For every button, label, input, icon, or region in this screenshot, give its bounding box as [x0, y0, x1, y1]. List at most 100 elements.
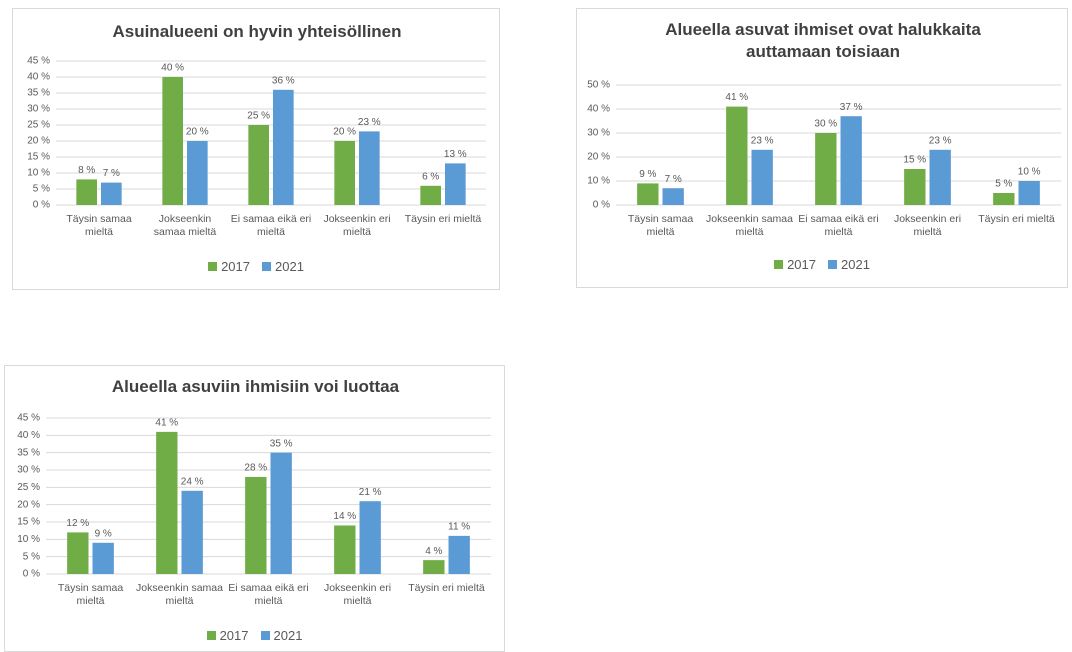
chart-panel: 0 % 5 % 10 % 15 % 20 % 25 % 30 % 35 % 40 % 45 % 12… [4, 365, 505, 652]
bar [67, 532, 89, 574]
y-tick-label: 20 % [587, 152, 610, 163]
data-label: 37 % [840, 102, 863, 113]
y-tick-label: 35 % [27, 88, 50, 99]
y-tick-label: 30 % [587, 128, 610, 139]
data-label: 8 % [78, 165, 95, 176]
y-tick-label: 10 % [587, 176, 610, 187]
x-tick-label: Jokseenkin samaa mieltä [706, 213, 793, 238]
data-label: 23 % [358, 117, 381, 128]
bar [187, 141, 208, 205]
data-label: 9 % [95, 528, 112, 539]
bar [273, 89, 294, 205]
data-label: 5 % [995, 179, 1012, 190]
legend-swatch [206, 631, 216, 640]
data-label: 23 % [751, 135, 774, 146]
data-label: 7 % [103, 168, 120, 179]
bar [929, 149, 951, 205]
y-tick-label: 5 % [23, 551, 40, 562]
x-tick-label: Täysin eri mieltä [978, 213, 1055, 225]
y-tick-label: 5 % [33, 184, 50, 195]
bar [445, 163, 466, 205]
bar [815, 133, 837, 205]
bar [637, 183, 659, 205]
data-label: 28 % [244, 463, 267, 474]
x-tick-label: Täysin samaa mieltä [57, 582, 124, 607]
x-tick-label: Täysin eri mieltä [404, 213, 482, 225]
bar [76, 179, 97, 205]
legend-item: 2017 [208, 259, 250, 274]
legend-swatch [260, 631, 270, 640]
legend-label: 2017 [787, 257, 816, 272]
x-tick-label: Jokseenkin eri mieltä [893, 213, 962, 238]
bar [245, 476, 267, 574]
y-tick-label: 30 % [17, 465, 40, 476]
legend: 2017 2021 [5, 628, 504, 643]
x-tick-label: Jokseenkin samaa mieltä [153, 213, 217, 238]
bar [92, 542, 114, 574]
data-label: 12 % [66, 518, 89, 529]
bar [334, 141, 355, 205]
y-tick-label: 10 % [17, 534, 40, 545]
bar [101, 182, 122, 205]
legend-label: 2017 [221, 259, 250, 274]
y-tick-label: 15 % [27, 152, 50, 163]
data-label: 14 % [333, 511, 356, 522]
legend-item: 2017 [206, 628, 249, 643]
bar [448, 535, 470, 574]
legend-item: 2021 [828, 257, 870, 272]
y-tick-label: 30 % [27, 104, 50, 115]
bar [248, 125, 269, 205]
data-label: 24 % [181, 476, 204, 487]
x-tick-label: Jokseenkin eri mieltä [323, 582, 392, 607]
bar [993, 193, 1015, 205]
legend-swatch [262, 262, 271, 271]
legend-label: 2021 [273, 628, 303, 643]
chart: 0 % 5 % 10 % 15 % 20 % 25 % 30 % 35 % 40 % 45 % 12… [17, 413, 491, 580]
data-label: 15 % [903, 155, 926, 166]
bar [359, 131, 380, 205]
y-tick-label: 40 % [587, 104, 610, 115]
legend-label: 2021 [275, 259, 304, 274]
data-label: 20 % [186, 127, 209, 138]
y-tick-label: 0 % [593, 200, 610, 211]
x-tick-label: Täysin samaa mieltä [627, 213, 694, 238]
data-label: 41 % [155, 418, 178, 429]
legend-item: 2021 [262, 259, 304, 274]
chart-title: Alueella asuviin ihmisiin voi luottaa [111, 377, 400, 396]
legend-label: 2017 [219, 628, 249, 643]
y-tick-label: 45 % [27, 56, 50, 67]
chart-panel: 0 % 10 % 20 % 30 % 40 % 50 % 9 % 7 % 41 % 23 % 30 … [576, 8, 1068, 288]
bar [181, 490, 203, 574]
bar [662, 188, 684, 205]
legend-item: 2021 [260, 628, 303, 643]
chart-title: Alueella asuvat ihmiset ovat halukkaita … [665, 20, 981, 61]
y-tick-label: 25 % [17, 482, 40, 493]
y-tick-label: 45 % [17, 413, 40, 424]
bar [420, 185, 441, 205]
bar [751, 149, 773, 205]
bar [726, 106, 748, 205]
x-tick-label: Ei samaa eikä eri mieltä [228, 582, 309, 607]
bar [270, 452, 292, 574]
data-label: 10 % [1018, 167, 1041, 178]
y-tick-label: 15 % [17, 517, 40, 528]
legend-swatch [828, 260, 837, 269]
bar [423, 560, 445, 574]
data-label: 13 % [444, 149, 467, 160]
y-tick-label: 35 % [17, 447, 40, 458]
legend-swatch [208, 262, 218, 271]
legend: 2017 2021 [13, 259, 499, 274]
chart: 0 % 5 % 10 % 15 % 20 % 25 % 30 % 35 % 40 % 45 % 8 … [27, 56, 486, 211]
x-tick-label: Jokseenkin eri mieltä [323, 213, 391, 238]
bar [162, 77, 183, 205]
data-label: 9 % [639, 169, 656, 180]
legend: 2017 2021 [577, 257, 1067, 272]
data-label: 11 % [448, 522, 470, 533]
y-tick-label: 0 % [23, 569, 40, 580]
y-tick-label: 10 % [27, 168, 50, 179]
legend-swatch [774, 260, 784, 269]
x-tick-label: Täysin eri mieltä [408, 582, 485, 594]
bar [1018, 181, 1040, 205]
bar [904, 169, 926, 205]
